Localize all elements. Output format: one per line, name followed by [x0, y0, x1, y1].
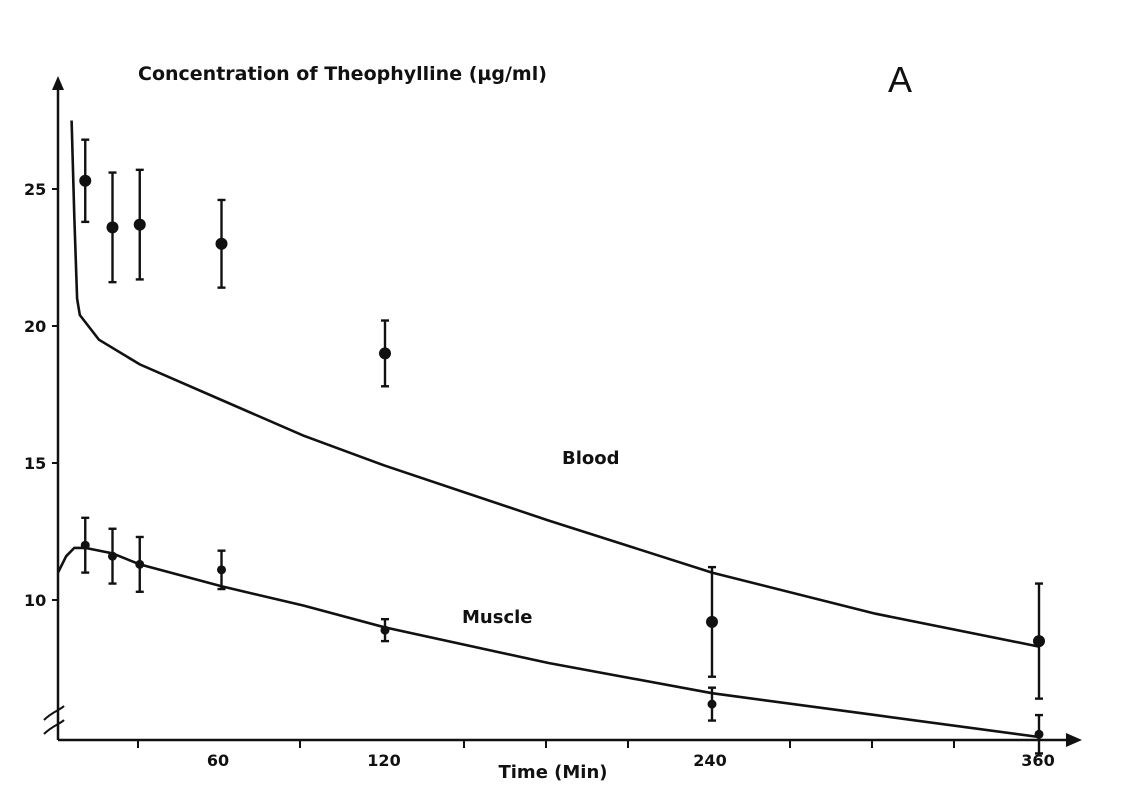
y-tick-label-10: 10 [24, 591, 46, 610]
muscle-data-point [108, 551, 117, 561]
series-label-muscle: Muscle [462, 607, 533, 628]
muscle-fit-curve [56, 546, 1040, 739]
series-label-blood: Blood [562, 448, 620, 469]
blood-fit-curve [70, 120, 1040, 648]
y-tick-label-20: 20 [24, 317, 46, 336]
x-tick-label-360: 360 [1021, 751, 1054, 770]
blood-data-point [379, 347, 391, 360]
y-axis-arrow [52, 76, 64, 90]
blood-data-point [706, 615, 718, 628]
x-tick-label-60: 60 [207, 751, 229, 770]
blood-data-point [1033, 635, 1045, 648]
chart-title: Concentration of Theophylline (µg/ml) [138, 63, 547, 85]
muscle-data-point [217, 565, 226, 575]
panel-label: A [888, 59, 912, 100]
blood-data-point [106, 221, 119, 234]
muscle-data-point [1034, 729, 1044, 739]
muscle-data-point [380, 625, 390, 635]
x-tick-label-240: 240 [693, 751, 726, 770]
blood-data-point [79, 174, 92, 187]
x-axis-arrow [1066, 733, 1082, 747]
y-tick-label-25: 25 [24, 180, 46, 199]
x-axis-title: Time (Min) [498, 762, 607, 783]
blood-data-point [215, 237, 228, 250]
blood-data-point [133, 218, 146, 231]
muscle-data-point [80, 540, 90, 550]
series-layer [56, 120, 1045, 755]
axis-break-mark [43, 719, 65, 735]
muscle-data-point [707, 699, 717, 709]
axis-break-mark [43, 705, 65, 721]
y-tick-label-15: 15 [24, 454, 46, 473]
muscle-data-point [135, 559, 145, 569]
x-tick-label-120: 120 [367, 751, 400, 770]
